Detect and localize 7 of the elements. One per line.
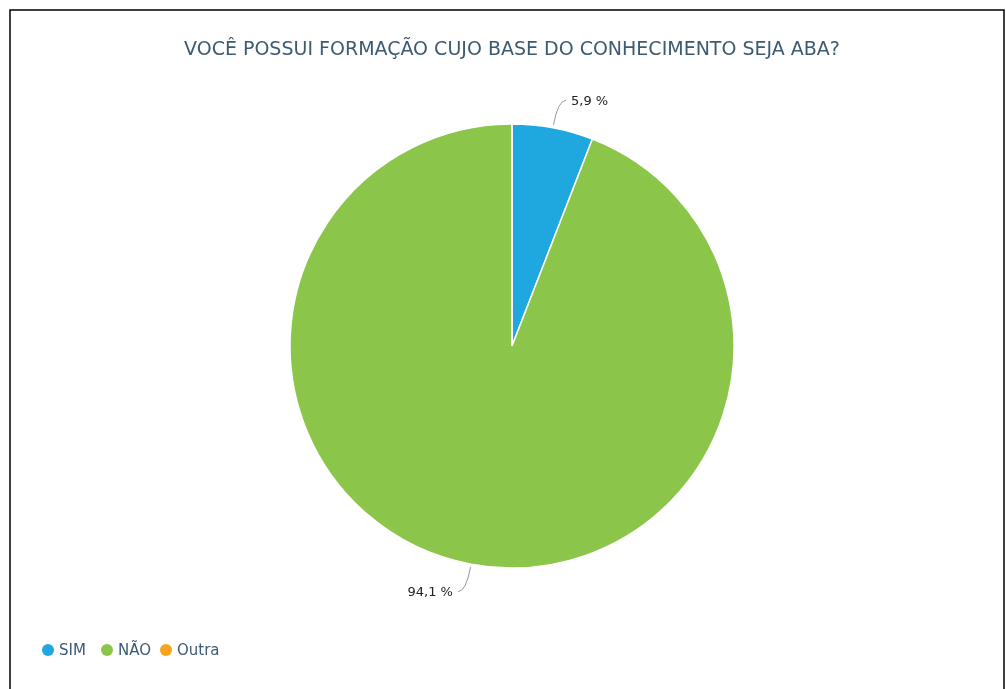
- legend-label: SIM: [59, 641, 86, 660]
- data-label: 5,9 %: [571, 92, 609, 108]
- data-label: 94,1 %: [407, 584, 453, 600]
- legend-label: Outra: [177, 641, 220, 660]
- pie-slice: [289, 123, 735, 569]
- chart-title: VOCÊ POSSUI FORMAÇÃO CUJO BASE DO CONHECIMENTO SEJA ABA?: [184, 36, 840, 59]
- legend-label: NÃO: [118, 640, 152, 660]
